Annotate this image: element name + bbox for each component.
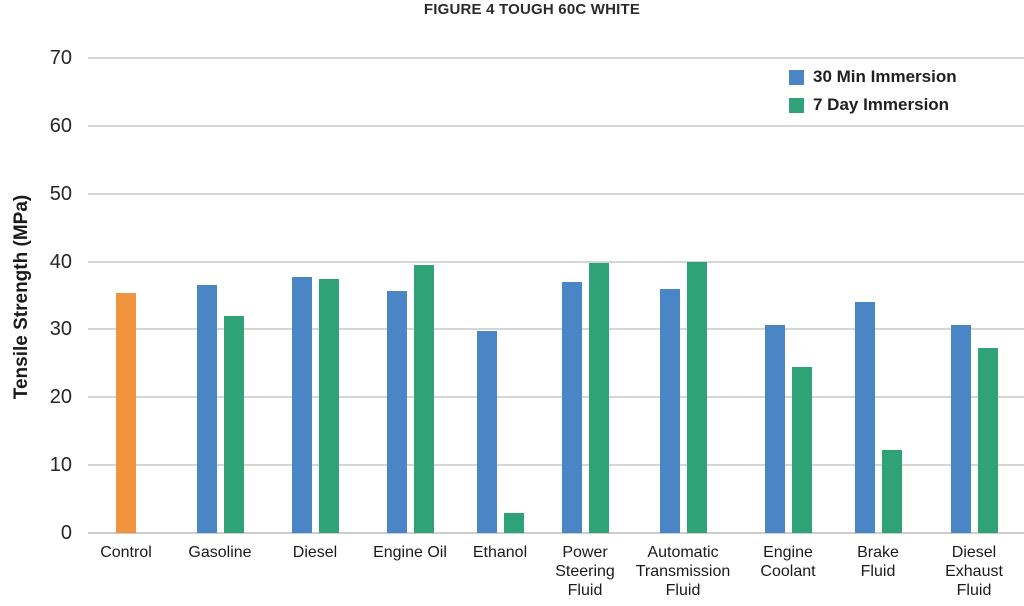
bar-7-day-immersion-automatic-transmission-fluid xyxy=(686,261,707,533)
bar-30-min-immersion-automatic-transmission-fluid xyxy=(659,289,680,533)
bar-7-day-immersion-power-steering-fluid xyxy=(588,262,609,533)
x-axis-label-engine-oil: Engine Oil xyxy=(373,544,447,561)
bar-7-day-immersion-engine-coolant xyxy=(791,366,812,533)
bar-7-day-immersion-engine-oil xyxy=(413,264,434,533)
x-axis-label-gasoline: Gasoline xyxy=(188,544,252,561)
gridline-40 xyxy=(88,260,1024,263)
bar-30-min-immersion-brake-fluid xyxy=(854,302,875,533)
legend-label: 7 Day Immersion xyxy=(813,95,950,114)
legend: 30 Min Immersion 7 Day Immersion xyxy=(789,67,957,115)
bar-7-day-immersion-brake-fluid xyxy=(881,450,902,533)
bar-30-min-immersion-power-steering-fluid xyxy=(561,281,582,533)
bar-30-min-immersion-diesel xyxy=(291,277,312,533)
y-axis-label: Tensile Strength (MPa) xyxy=(11,194,32,400)
gridline-10 xyxy=(88,464,1024,467)
bar-30-min-immersion-gasoline xyxy=(196,284,217,533)
bar-30-min-immersion-ethanol xyxy=(476,331,497,533)
legend-label: 30 Min Immersion xyxy=(813,67,957,86)
chart-title: FIGURE 4 TOUGH 60C WHITE xyxy=(423,1,641,18)
gridline-20 xyxy=(88,396,1024,399)
x-axis-label-power-steering-fluid: Power Steering Fluid xyxy=(555,544,615,599)
legend-item-30-min-immersion: 30 Min Immersion xyxy=(789,67,957,87)
x-axis-label-diesel-exhaust-fluid: Diesel Exhaust Fluid xyxy=(945,544,1003,599)
y-tick-label-50: 50 xyxy=(49,182,72,205)
y-tick-label-40: 40 xyxy=(49,250,72,273)
gridline-30 xyxy=(88,328,1024,331)
y-tick-label-20: 20 xyxy=(49,386,72,409)
x-axis-label-automatic-transmission-fluid: Automatic Transmission Fluid xyxy=(635,544,731,599)
gridline-0 xyxy=(88,532,1024,534)
y-tick-label-0: 0 xyxy=(60,522,72,544)
gridline-60 xyxy=(88,124,1024,127)
x-axis-label-engine-coolant: Engine Coolant xyxy=(760,544,816,580)
legend-swatch-icon xyxy=(789,97,804,113)
bar-7-day-immersion-gasoline xyxy=(223,315,244,533)
x-axis-label-diesel: Diesel xyxy=(292,544,338,561)
bar-7-day-immersion-diesel-exhaust-fluid xyxy=(977,348,998,533)
gridline-70 xyxy=(88,57,1024,59)
x-axis-label-control: Control xyxy=(100,544,152,561)
x-axis-label-ethanol: Ethanol xyxy=(472,544,528,561)
legend-item-7-day-immersion: 7 Day Immersion xyxy=(789,95,957,115)
bar-7-day-immersion-diesel xyxy=(318,279,339,533)
y-tick-label-70: 70 xyxy=(49,47,72,69)
y-tick-label-10: 10 xyxy=(49,454,72,477)
legend-swatch-icon xyxy=(789,69,804,85)
bar-control-control xyxy=(116,293,136,533)
bar-7-day-immersion-ethanol xyxy=(503,512,524,533)
gridline-50 xyxy=(88,192,1024,195)
bar-30-min-immersion-engine-coolant xyxy=(764,325,785,533)
bar-30-min-immersion-diesel-exhaust-fluid xyxy=(950,324,971,533)
bar-30-min-immersion-engine-oil xyxy=(386,291,407,533)
x-axis-label-brake-fluid: Brake Fluid xyxy=(857,544,899,580)
y-tick-label-30: 30 xyxy=(49,318,72,341)
y-tick-label-60: 60 xyxy=(49,114,72,137)
